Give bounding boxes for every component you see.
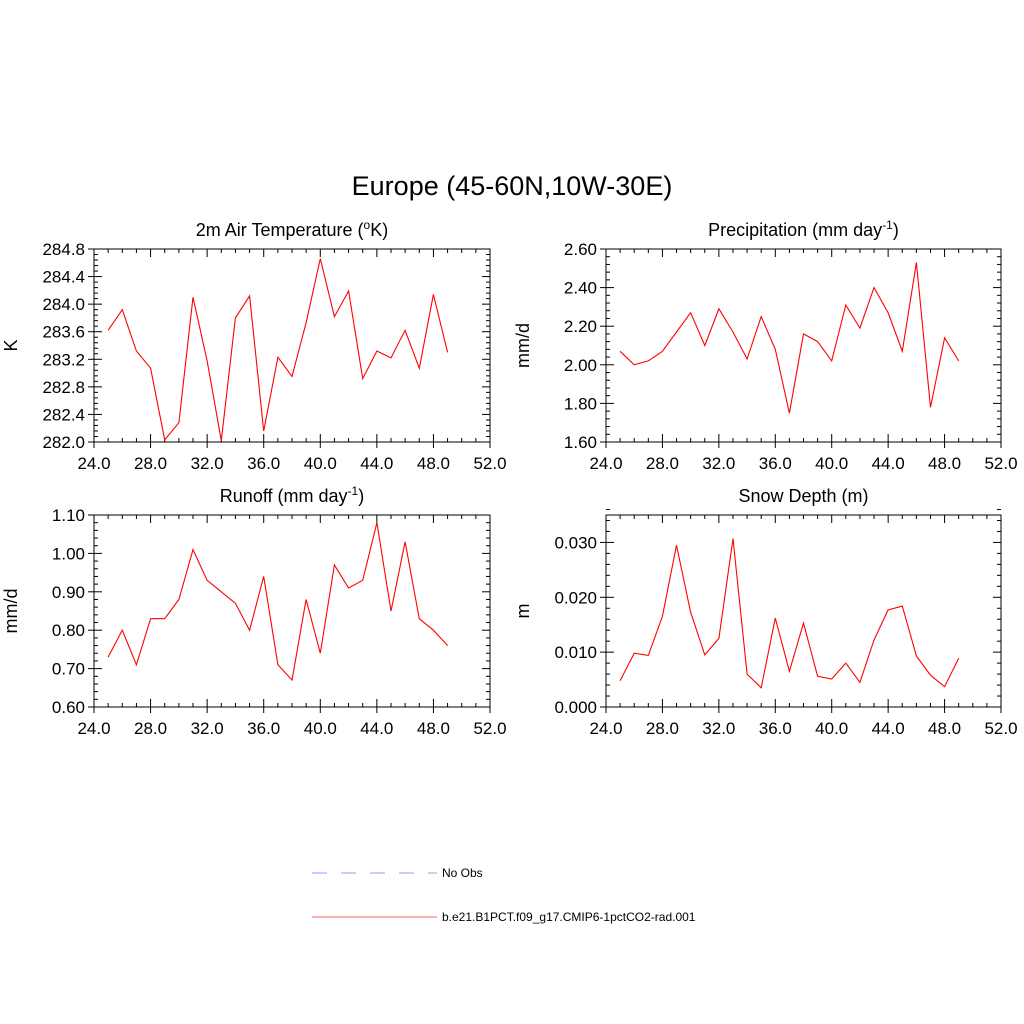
x-tick-label: 28.0 <box>134 454 167 473</box>
y-tick-label: 282.8 <box>42 378 85 397</box>
x-tick-label: 48.0 <box>417 454 450 473</box>
series-line <box>107 522 449 682</box>
panel-title: 2m Air Temperature (oK) <box>196 218 388 240</box>
y-tick-label: 283.2 <box>42 350 85 369</box>
y-tick-label: 0.030 <box>554 533 597 552</box>
y-axis-label: mm/d <box>513 323 533 368</box>
x-tick-label: 36.0 <box>247 719 280 738</box>
x-tick-label: 28.0 <box>646 454 679 473</box>
legend-label-no-obs: No Obs <box>442 866 483 880</box>
panel-title-superscript: -1 <box>882 218 893 232</box>
panel-title: Runoff (mm day-1) <box>220 484 364 506</box>
y-tick-label: 0.70 <box>52 660 85 679</box>
x-tick-label: 28.0 <box>646 719 679 738</box>
panel-title-suffix: ) <box>893 220 899 240</box>
chart-panel-2: Precipitation (mm day-1) mm/d 24.0 28.0 32.0… <box>513 218 1018 473</box>
x-tick-label: 28.0 <box>134 719 167 738</box>
x-tick-label: 40.0 <box>304 454 337 473</box>
x-tick-label: 44.0 <box>872 719 905 738</box>
panel-title-text: Precipitation (mm day <box>708 220 882 240</box>
x-tick-label: 24.0 <box>589 454 622 473</box>
panel-title-text: Snow Depth (m) <box>738 486 868 506</box>
y-tick-label: 2.40 <box>564 279 597 298</box>
x-tick-label: 32.0 <box>702 454 735 473</box>
x-tick-label: 24.0 <box>77 719 110 738</box>
x-tick-label: 44.0 <box>360 454 393 473</box>
plot-frame <box>605 514 1002 708</box>
y-tick-label: 2.20 <box>564 317 597 336</box>
series-line <box>619 262 960 414</box>
panel-title-superscript: -1 <box>348 484 359 498</box>
y-tick-label: 1.00 <box>52 544 85 563</box>
chart-panel-1: 2m Air Temperature (oK) K 24.0 28.0 32.0 36.0… <box>1 218 507 473</box>
x-tick-label: 52.0 <box>473 719 506 738</box>
y-tick-label: 1.60 <box>564 433 597 452</box>
x-tick-label: 40.0 <box>304 719 337 738</box>
y-tick-label: 282.0 <box>42 433 85 452</box>
series-line <box>107 258 449 442</box>
panel-title-suffix: K) <box>370 220 388 240</box>
y-tick-label: 2.60 <box>564 240 597 259</box>
x-tick-label: 44.0 <box>360 719 393 738</box>
panel-title: Snow Depth (m) <box>738 486 868 506</box>
y-tick-label: 1.80 <box>564 394 597 413</box>
panel-title-superscript: o <box>364 218 371 232</box>
x-tick-label: 24.0 <box>77 454 110 473</box>
y-tick-label: 283.6 <box>42 323 85 342</box>
chart-panel-3: Runoff (mm day-1) mm/d 24.0 28.0 32.0 36.0 40.… <box>1 484 507 738</box>
x-tick-label: 32.0 <box>191 719 224 738</box>
legend: No Obs b.e21.B1PCT.f09_g17.CMIP6-1pctCO2… <box>312 866 696 924</box>
x-tick-label: 36.0 <box>247 454 280 473</box>
x-tick-label: 52.0 <box>984 719 1017 738</box>
x-tick-label: 40.0 <box>815 454 848 473</box>
y-tick-label: 2.00 <box>564 356 597 375</box>
y-axis-label: K <box>1 339 21 351</box>
y-tick-label: 282.4 <box>42 405 85 424</box>
chart-panel-4: Snow Depth (m) m 24.0 28.0 32.0 36.0 40.0 44.0 4… <box>513 486 1018 738</box>
y-tick-label: 0.80 <box>52 621 85 640</box>
panels: 2m Air Temperature (oK) K 24.0 28.0 32.0 36.0… <box>1 218 1018 738</box>
x-tick-label: 52.0 <box>984 454 1017 473</box>
panel-title-text: Runoff (mm day <box>220 486 348 506</box>
plot-frame <box>605 248 1002 443</box>
y-tick-label: 1.10 <box>52 506 85 525</box>
panel-title: Precipitation (mm day-1) <box>708 218 899 240</box>
x-tick-label: 36.0 <box>759 454 792 473</box>
series-line <box>619 538 960 689</box>
y-tick-label: 284.0 <box>42 295 85 314</box>
x-tick-label: 48.0 <box>417 719 450 738</box>
x-tick-label: 48.0 <box>928 719 961 738</box>
panel-title-text: 2m Air Temperature ( <box>196 220 364 240</box>
y-tick-label: 0.000 <box>554 698 597 717</box>
legend-label-model: b.e21.B1PCT.f09_g17.CMIP6-1pctCO2-rad.00… <box>442 910 696 924</box>
x-tick-label: 24.0 <box>589 719 622 738</box>
x-tick-label: 32.0 <box>702 719 735 738</box>
y-axis-label: mm/d <box>1 589 21 634</box>
figure-title: Europe (45-60N,10W-30E) <box>352 171 673 201</box>
panel-title-suffix: ) <box>358 486 364 506</box>
y-tick-label: 0.90 <box>52 583 85 602</box>
y-tick-label: 0.60 <box>52 698 85 717</box>
x-tick-label: 40.0 <box>815 719 848 738</box>
plot-frame <box>93 248 491 443</box>
y-tick-label: 0.020 <box>554 588 597 607</box>
x-tick-label: 36.0 <box>759 719 792 738</box>
x-tick-label: 32.0 <box>191 454 224 473</box>
y-tick-label: 284.8 <box>42 240 85 259</box>
x-tick-label: 48.0 <box>928 454 961 473</box>
x-tick-label: 44.0 <box>872 454 905 473</box>
y-axis-label: m <box>513 604 533 619</box>
y-tick-label: 0.010 <box>554 643 597 662</box>
x-tick-label: 52.0 <box>473 454 506 473</box>
y-tick-label: 284.4 <box>42 268 85 287</box>
